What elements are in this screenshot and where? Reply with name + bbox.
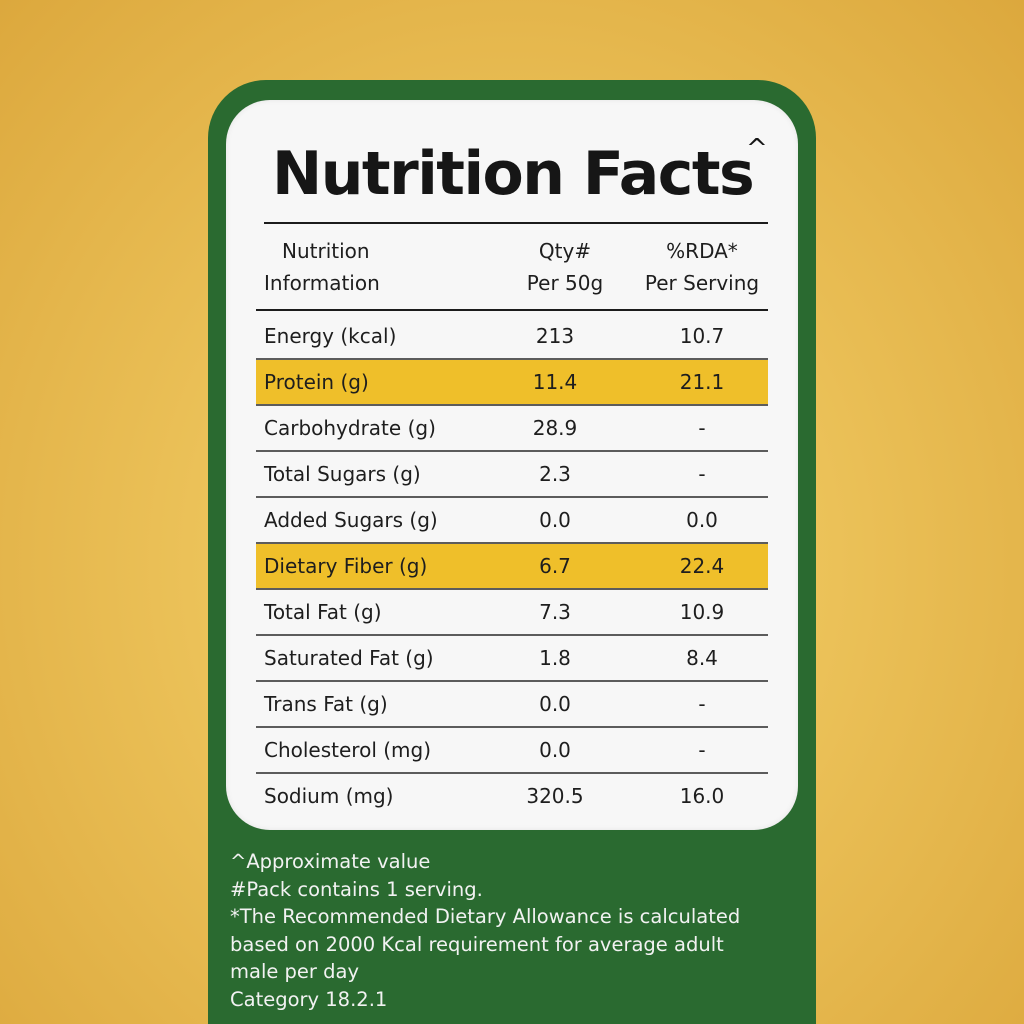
row-qty: 1.8 — [539, 646, 571, 670]
title-divider — [264, 222, 768, 224]
table-row-total-sugars: Total Sugars (g) 2.3 - — [256, 452, 768, 498]
row-rda: 0.0 — [686, 508, 718, 532]
footnote-rda-line3: male per day — [230, 960, 360, 983]
row-rda: - — [698, 738, 706, 762]
row-rda: - — [698, 692, 706, 716]
title-approximate-mark: ^ — [746, 134, 768, 164]
footnotes: ^Approximate value #Pack contains 1 serv… — [230, 848, 800, 1013]
table-row-added-sugars: Added Sugars (g) 0.0 0.0 — [256, 498, 768, 544]
footnote-pack: #Pack contains 1 serving. — [230, 877, 483, 901]
table-row-total-fat: Total Fat (g) 7.3 10.9 — [256, 590, 768, 636]
table-row-saturated-fat: Saturated Fat (g) 1.8 8.4 — [256, 636, 768, 682]
table-row-dietary-fiber: Dietary Fiber (g) 6.7 22.4 — [256, 544, 768, 590]
row-name: Saturated Fat (g) — [264, 646, 434, 670]
nutrition-label-card: Nutrition Facts ^ Nutrition Information … — [208, 80, 816, 1024]
row-qty: 11.4 — [532, 370, 578, 394]
row-rda: 21.1 — [679, 370, 725, 394]
header-nutrition-line1: Nutrition — [282, 239, 370, 263]
row-name: Carbohydrate (g) — [264, 416, 436, 440]
table-row-protein: Protein (g) 11.4 21.1 — [256, 360, 768, 406]
row-name: Trans Fat (g) — [264, 692, 388, 716]
footnote-approximate: ^Approximate value — [230, 850, 431, 873]
row-name: Added Sugars (g) — [264, 508, 438, 532]
table-row-carbohydrate: Carbohydrate (g) 28.9 - — [256, 406, 768, 452]
header-rda-line2: Per Serving — [644, 271, 760, 295]
row-qty: 0.0 — [539, 692, 571, 716]
header-divider — [256, 309, 768, 311]
row-qty: 213 — [535, 324, 575, 348]
table-row-energy: Energy (kcal) 213 10.7 — [256, 314, 768, 360]
row-qty: 2.3 — [539, 462, 571, 486]
header-rda-line1: %RDA* — [666, 239, 738, 263]
row-rda: 10.9 — [679, 600, 725, 624]
nutrition-facts-title: Nutrition Facts — [272, 139, 755, 209]
row-qty: 6.7 — [539, 554, 571, 578]
row-name: Cholesterol (mg) — [264, 738, 432, 762]
row-rda: - — [698, 416, 706, 440]
row-qty: 320.5 — [526, 784, 584, 808]
row-rda: 22.4 — [679, 554, 725, 578]
row-qty: 0.0 — [539, 508, 571, 532]
row-name: Dietary Fiber (g) — [264, 554, 428, 578]
row-rda: 8.4 — [686, 646, 718, 670]
header-qty-line1: Qty# — [538, 239, 592, 263]
footnote-rda-line1: *The Recommended Dietary Allowance is ca… — [230, 905, 741, 928]
row-rda: 16.0 — [679, 784, 725, 808]
row-qty: 28.9 — [532, 416, 578, 440]
header-qty-line2: Per 50g — [526, 271, 604, 295]
row-rda: - — [698, 462, 706, 486]
row-name: Energy (kcal) — [264, 324, 397, 348]
footnote-category: Category 18.2.1 — [230, 987, 388, 1011]
row-name: Total Sugars (g) — [264, 462, 421, 486]
row-qty: 0.0 — [539, 738, 571, 762]
row-name: Total Fat (g) — [264, 600, 382, 624]
table-row-sodium: Sodium (mg) 320.5 16.0 — [256, 774, 768, 820]
nutrition-table: Energy (kcal) 213 10.7 Protein (g) 11.4 … — [256, 314, 768, 820]
nutrition-facts-panel: Nutrition Facts ^ Nutrition Information … — [226, 100, 798, 830]
row-name: Protein (g) — [264, 370, 369, 394]
table-row-trans-fat: Trans Fat (g) 0.0 - — [256, 682, 768, 728]
footnote-rda-line2: based on 2000 Kcal requirement for avera… — [230, 932, 724, 956]
row-qty: 7.3 — [539, 600, 571, 624]
row-rda: 10.7 — [679, 324, 725, 348]
row-name: Sodium (mg) — [264, 784, 394, 808]
header-nutrition-line2: Information — [264, 271, 380, 295]
table-row-cholesterol: Cholesterol (mg) 0.0 - — [256, 728, 768, 774]
